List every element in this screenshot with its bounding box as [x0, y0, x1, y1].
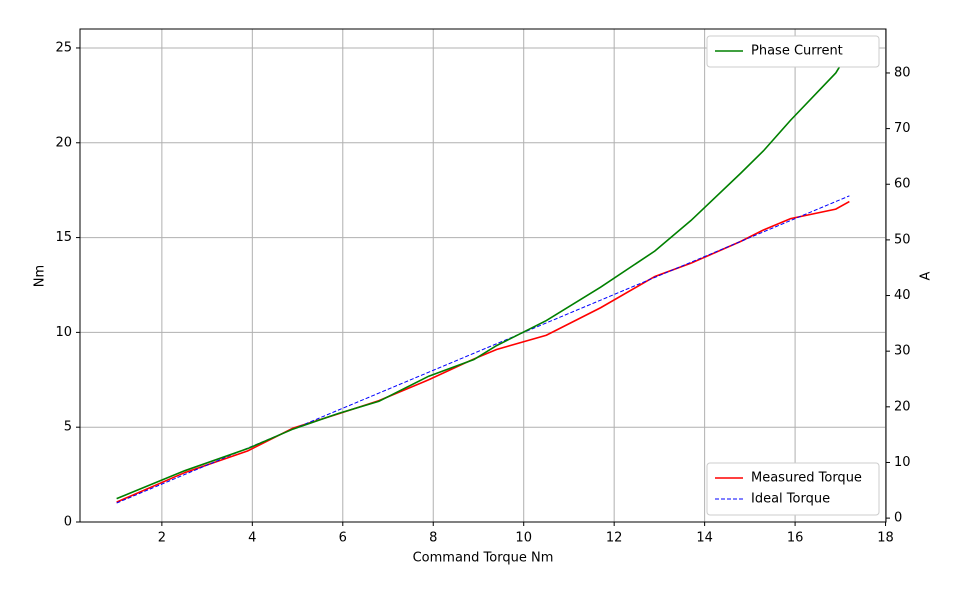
- legend-label: Measured Torque: [751, 471, 862, 486]
- y2-axis-label: A: [919, 271, 934, 280]
- y-tick-label: 20: [55, 135, 72, 150]
- y-tick-label: 0: [64, 515, 72, 530]
- x-tick-label: 4: [248, 531, 256, 546]
- x-tick-label: 12: [606, 531, 623, 546]
- series-line: [116, 50, 851, 500]
- plot-frame: [79, 28, 887, 523]
- legend-label: Ideal Torque: [751, 492, 830, 507]
- x-tick-label: 8: [429, 531, 437, 546]
- y2-tick-label: 60: [894, 177, 911, 192]
- y2-tick-label: 10: [894, 455, 911, 470]
- y2-tick-label: 0: [894, 511, 902, 526]
- y-tick-label: 10: [55, 325, 72, 340]
- x-tick-label: 2: [158, 531, 166, 546]
- series-line: [116, 200, 850, 503]
- y2-tick-label: 40: [894, 288, 911, 303]
- y2-tick-label: 30: [894, 344, 911, 359]
- x-tick-label: 6: [339, 531, 347, 546]
- y2-tick-label: 50: [894, 232, 911, 247]
- legend-label: Phase Current: [751, 44, 843, 59]
- x-axis-label: Command Torque Nm: [413, 551, 554, 566]
- y2-tick-label: 80: [894, 65, 911, 80]
- y-axis-label: Nm: [33, 265, 48, 287]
- x-tick-label: 18: [877, 531, 894, 546]
- legend-box: [706, 35, 880, 68]
- y2-tick-label: 70: [894, 121, 911, 136]
- x-tick-label: 16: [787, 531, 804, 546]
- y-tick-label: 15: [55, 230, 72, 245]
- y-tick-label: 5: [64, 420, 72, 435]
- x-tick-label: 14: [696, 531, 713, 546]
- x-tick-label: 10: [515, 531, 532, 546]
- y-tick-label: 25: [55, 40, 72, 55]
- series-line: [116, 195, 850, 504]
- y2-tick-label: 20: [894, 399, 911, 414]
- legend-box: [706, 462, 880, 516]
